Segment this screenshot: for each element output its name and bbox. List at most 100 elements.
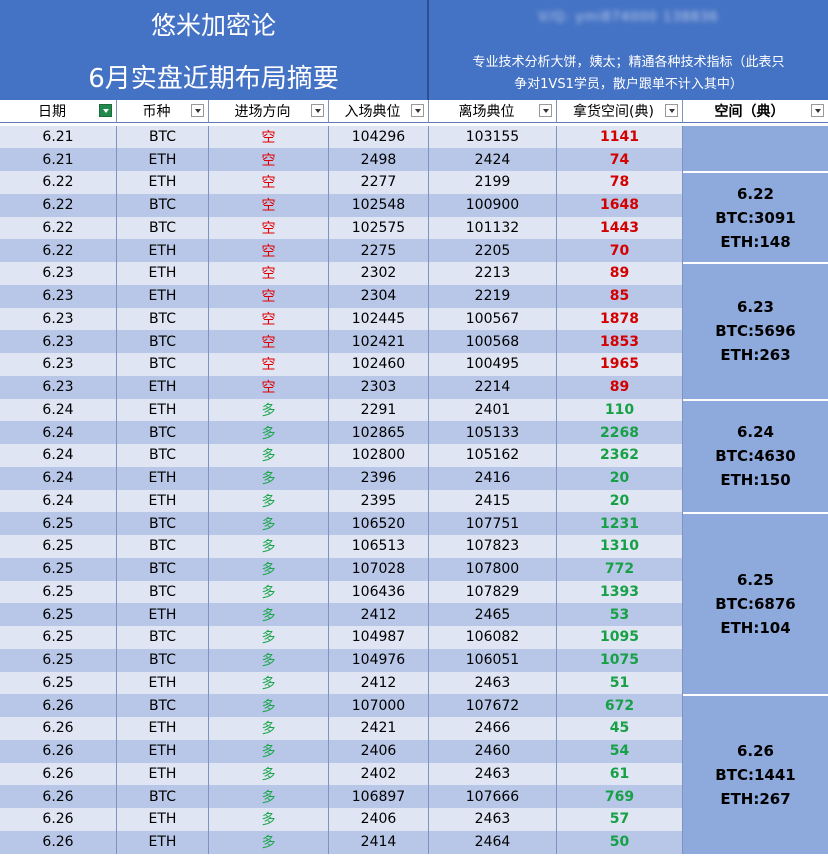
coin-cell[interactable]: ETH bbox=[117, 375, 209, 399]
direction-cell[interactable]: 多 bbox=[209, 580, 329, 604]
direction-cell[interactable]: 多 bbox=[209, 535, 329, 558]
entry-cell[interactable]: 106897 bbox=[329, 785, 429, 808]
filter-dropdown-icon[interactable] bbox=[191, 104, 204, 117]
header-exit[interactable]: 离场典位 bbox=[429, 100, 557, 123]
filter-dropdown-icon[interactable] bbox=[811, 104, 824, 117]
points-cell[interactable]: 45 bbox=[557, 717, 683, 740]
date-cell[interactable]: 6.25 bbox=[0, 671, 117, 695]
filter-dropdown-icon[interactable] bbox=[665, 104, 678, 117]
entry-cell[interactable]: 107028 bbox=[329, 557, 429, 581]
coin-cell[interactable]: ETH bbox=[117, 717, 209, 740]
date-cell[interactable]: 6.24 bbox=[0, 444, 117, 467]
exit-cell[interactable]: 2219 bbox=[429, 284, 557, 308]
entry-cell[interactable]: 104976 bbox=[329, 648, 429, 672]
points-cell[interactable]: 1648 bbox=[557, 193, 683, 217]
date-cell[interactable]: 6.22 bbox=[0, 193, 117, 217]
exit-cell[interactable]: 105162 bbox=[429, 444, 557, 467]
exit-cell[interactable]: 2214 bbox=[429, 375, 557, 399]
date-cell[interactable]: 6.21 bbox=[0, 148, 117, 171]
direction-cell[interactable]: 空 bbox=[209, 330, 329, 353]
points-cell[interactable]: 78 bbox=[557, 171, 683, 194]
exit-cell[interactable]: 2205 bbox=[429, 239, 557, 262]
points-cell[interactable]: 1141 bbox=[557, 125, 683, 149]
entry-cell[interactable]: 2396 bbox=[329, 466, 429, 490]
direction-cell[interactable]: 空 bbox=[209, 307, 329, 331]
header-date[interactable]: 日期 bbox=[0, 100, 117, 123]
date-cell[interactable]: 6.25 bbox=[0, 648, 117, 672]
date-cell[interactable]: 6.24 bbox=[0, 489, 117, 513]
points-cell[interactable]: 2268 bbox=[557, 421, 683, 444]
header-space[interactable]: 空间（典） bbox=[683, 100, 828, 123]
exit-cell[interactable]: 2424 bbox=[429, 148, 557, 171]
coin-cell[interactable]: ETH bbox=[117, 739, 209, 763]
exit-cell[interactable]: 107666 bbox=[429, 785, 557, 808]
coin-cell[interactable]: ETH bbox=[117, 171, 209, 194]
coin-cell[interactable]: ETH bbox=[117, 808, 209, 831]
points-cell[interactable]: 110 bbox=[557, 398, 683, 422]
date-cell[interactable]: 6.22 bbox=[0, 171, 117, 194]
exit-cell[interactable]: 2466 bbox=[429, 717, 557, 740]
coin-cell[interactable]: ETH bbox=[117, 398, 209, 422]
entry-cell[interactable]: 102548 bbox=[329, 193, 429, 217]
exit-cell[interactable]: 100567 bbox=[429, 307, 557, 331]
exit-cell[interactable]: 107672 bbox=[429, 694, 557, 717]
direction-cell[interactable]: 空 bbox=[209, 125, 329, 149]
exit-cell[interactable]: 2213 bbox=[429, 262, 557, 285]
points-cell[interactable]: 1231 bbox=[557, 512, 683, 535]
direction-cell[interactable]: 多 bbox=[209, 717, 329, 740]
direction-cell[interactable]: 多 bbox=[209, 739, 329, 763]
points-cell[interactable]: 2362 bbox=[557, 444, 683, 467]
coin-cell[interactable]: ETH bbox=[117, 284, 209, 308]
exit-cell[interactable]: 107800 bbox=[429, 557, 557, 581]
entry-cell[interactable]: 2275 bbox=[329, 239, 429, 262]
date-cell[interactable]: 6.22 bbox=[0, 239, 117, 262]
points-cell[interactable]: 53 bbox=[557, 603, 683, 626]
coin-cell[interactable]: BTC bbox=[117, 216, 209, 240]
direction-cell[interactable]: 多 bbox=[209, 489, 329, 513]
date-cell[interactable]: 6.26 bbox=[0, 762, 117, 786]
exit-cell[interactable]: 100568 bbox=[429, 330, 557, 353]
date-cell[interactable]: 6.25 bbox=[0, 535, 117, 558]
coin-cell[interactable]: BTC bbox=[117, 694, 209, 717]
date-cell[interactable]: 6.25 bbox=[0, 603, 117, 626]
points-cell[interactable]: 20 bbox=[557, 489, 683, 513]
date-cell[interactable]: 6.25 bbox=[0, 580, 117, 604]
entry-cell[interactable]: 2421 bbox=[329, 717, 429, 740]
exit-cell[interactable]: 2415 bbox=[429, 489, 557, 513]
coin-cell[interactable]: ETH bbox=[117, 239, 209, 262]
points-cell[interactable]: 1075 bbox=[557, 648, 683, 672]
points-cell[interactable]: 61 bbox=[557, 762, 683, 786]
entry-cell[interactable]: 104296 bbox=[329, 125, 429, 149]
exit-cell[interactable]: 101132 bbox=[429, 216, 557, 240]
coin-cell[interactable]: BTC bbox=[117, 125, 209, 149]
points-cell[interactable]: 1095 bbox=[557, 626, 683, 649]
coin-cell[interactable]: BTC bbox=[117, 193, 209, 217]
filter-dropdown-icon[interactable] bbox=[539, 104, 552, 117]
date-cell[interactable]: 6.24 bbox=[0, 398, 117, 422]
direction-cell[interactable]: 多 bbox=[209, 785, 329, 808]
date-cell[interactable]: 6.26 bbox=[0, 739, 117, 763]
entry-cell[interactable]: 2277 bbox=[329, 171, 429, 194]
coin-cell[interactable]: BTC bbox=[117, 580, 209, 604]
filter-dropdown-icon[interactable] bbox=[311, 104, 324, 117]
entry-cell[interactable]: 106436 bbox=[329, 580, 429, 604]
coin-cell[interactable]: BTC bbox=[117, 307, 209, 331]
direction-cell[interactable]: 空 bbox=[209, 171, 329, 194]
coin-cell[interactable]: BTC bbox=[117, 535, 209, 558]
points-cell[interactable]: 51 bbox=[557, 671, 683, 695]
direction-cell[interactable]: 多 bbox=[209, 603, 329, 626]
direction-cell[interactable]: 空 bbox=[209, 375, 329, 399]
direction-cell[interactable]: 空 bbox=[209, 216, 329, 240]
points-cell[interactable]: 1878 bbox=[557, 307, 683, 331]
date-cell[interactable]: 6.23 bbox=[0, 307, 117, 331]
header-points[interactable]: 拿货空间(典) bbox=[557, 100, 683, 123]
direction-cell[interactable]: 多 bbox=[209, 762, 329, 786]
entry-cell[interactable]: 2414 bbox=[329, 830, 429, 854]
direction-cell[interactable]: 空 bbox=[209, 193, 329, 217]
header-direction[interactable]: 进场方向 bbox=[209, 100, 329, 123]
points-cell[interactable]: 50 bbox=[557, 830, 683, 854]
entry-cell[interactable]: 2395 bbox=[329, 489, 429, 513]
exit-cell[interactable]: 105133 bbox=[429, 421, 557, 444]
entry-cell[interactable]: 106513 bbox=[329, 535, 429, 558]
exit-cell[interactable]: 2416 bbox=[429, 466, 557, 490]
